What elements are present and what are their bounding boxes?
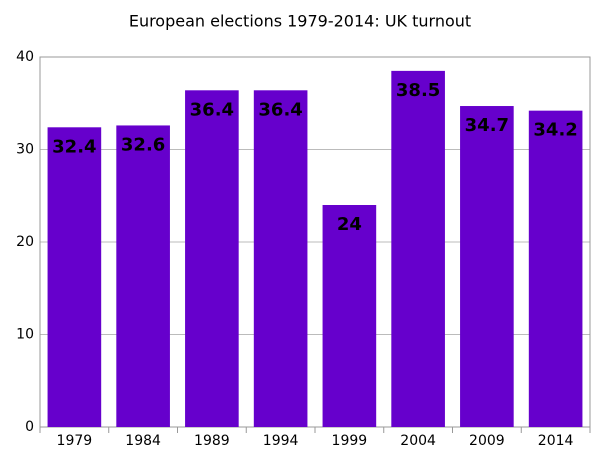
value-label: 32.4 xyxy=(52,136,96,157)
x-tick-label: 1999 xyxy=(332,433,368,449)
value-label: 34.2 xyxy=(533,120,577,141)
y-tick-label: 20 xyxy=(16,234,34,250)
bar xyxy=(391,70,445,427)
x-tick-label: 2014 xyxy=(538,433,574,449)
value-label: 38.5 xyxy=(396,80,440,101)
bar xyxy=(116,125,170,427)
value-label: 32.6 xyxy=(121,134,165,155)
y-tick-label: 10 xyxy=(16,327,34,343)
x-tick-label: 2009 xyxy=(469,433,505,449)
value-label: 36.4 xyxy=(258,99,302,120)
x-tick-label: 1984 xyxy=(125,433,161,449)
bar xyxy=(322,205,377,427)
value-label: 36.4 xyxy=(190,99,234,120)
bar xyxy=(253,90,308,428)
bar xyxy=(47,127,102,428)
y-tick-label: 0 xyxy=(25,419,34,435)
x-tick-label: 1979 xyxy=(57,433,93,449)
bar xyxy=(185,90,239,428)
x-tick-label: 1994 xyxy=(263,433,299,449)
x-tick-label: 1989 xyxy=(194,433,230,449)
y-tick-label: 30 xyxy=(16,142,34,158)
value-label: 34.7 xyxy=(465,115,509,136)
y-tick-label: 40 xyxy=(16,49,34,65)
chart-title: European elections 1979-2014: UK turnout xyxy=(129,12,471,31)
value-label: 24 xyxy=(337,214,362,235)
bar xyxy=(528,110,583,428)
x-tick-label: 2004 xyxy=(400,433,436,449)
bar xyxy=(460,106,514,428)
